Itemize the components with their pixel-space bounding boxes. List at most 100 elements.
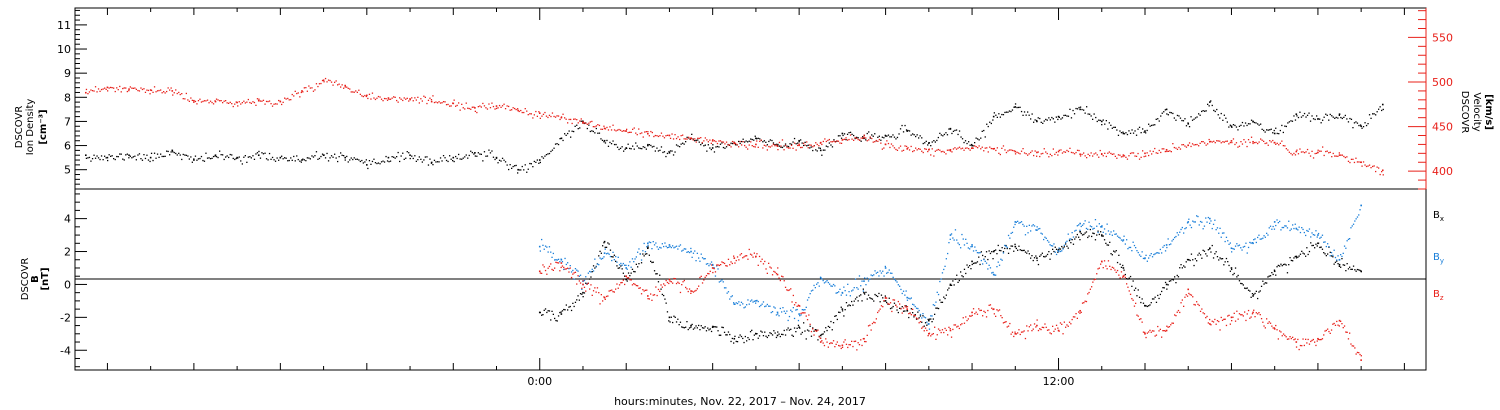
data-point	[1231, 251, 1233, 253]
data-point	[1281, 140, 1283, 142]
data-point	[1014, 150, 1017, 153]
data-point	[563, 266, 565, 269]
data-point	[779, 335, 781, 338]
data-point	[764, 305, 766, 308]
data-point	[680, 143, 682, 145]
data-point	[368, 160, 371, 162]
data-point	[795, 302, 797, 304]
data-point	[238, 156, 240, 158]
data-point	[1226, 121, 1228, 123]
data-point	[998, 264, 1001, 266]
data-point	[1009, 322, 1011, 325]
data-point	[624, 130, 626, 132]
data-point	[1052, 245, 1054, 247]
data-point	[657, 248, 660, 250]
data-point	[710, 148, 712, 151]
data-point	[1360, 270, 1362, 273]
data-point	[1054, 153, 1056, 155]
data-point	[97, 88, 100, 90]
data-point	[199, 157, 201, 160]
data-point	[796, 327, 798, 329]
data-point	[1019, 106, 1021, 108]
data-point	[432, 164, 434, 166]
data-point	[1184, 296, 1186, 298]
data-point	[713, 267, 715, 269]
data-point	[1378, 108, 1380, 110]
data-point	[1157, 118, 1159, 120]
data-point	[1043, 255, 1045, 258]
data-point	[618, 267, 621, 269]
data-point	[547, 251, 549, 253]
data-point	[851, 290, 853, 292]
data-point	[455, 105, 457, 107]
data-point	[936, 291, 938, 293]
data-point	[1330, 255, 1333, 257]
data-point	[905, 306, 907, 308]
data-point	[1014, 103, 1017, 105]
data-point	[1263, 325, 1265, 327]
data-point	[980, 309, 982, 311]
data-point	[1275, 324, 1277, 327]
data-point	[379, 96, 381, 98]
data-point	[208, 157, 210, 159]
data-point	[1293, 339, 1295, 341]
data-point	[668, 244, 671, 246]
data-point	[848, 132, 850, 134]
data-point	[1223, 264, 1225, 266]
time-tick-label: 0:00	[527, 375, 552, 388]
data-point	[1319, 150, 1321, 152]
data-point	[889, 272, 892, 274]
data-point	[559, 261, 561, 263]
data-point	[987, 268, 989, 270]
data-point	[223, 158, 225, 161]
data-point	[562, 139, 564, 142]
data-point	[1098, 156, 1100, 158]
data-point	[875, 272, 877, 274]
data-point	[244, 155, 246, 157]
data-point	[494, 158, 496, 161]
data-point	[205, 100, 207, 102]
data-point	[488, 103, 490, 105]
data-point	[1305, 234, 1307, 237]
data-point	[1233, 272, 1235, 275]
data-point	[921, 327, 923, 329]
data-point	[733, 142, 735, 145]
data-point	[1176, 232, 1178, 234]
data-point	[764, 260, 766, 263]
data-point	[642, 136, 644, 138]
data-point	[989, 121, 991, 123]
data-point	[359, 160, 361, 163]
data-point	[934, 304, 936, 307]
data-point	[635, 132, 637, 134]
data-point	[520, 109, 522, 112]
data-point	[1001, 317, 1003, 319]
data-point	[140, 87, 142, 89]
data-point	[1144, 130, 1146, 132]
data-point	[889, 136, 891, 138]
data-point	[536, 115, 538, 117]
data-point	[1089, 288, 1091, 290]
data-point	[252, 101, 254, 103]
data-point	[1111, 127, 1113, 129]
data-point	[1310, 236, 1312, 238]
data-point	[798, 313, 800, 315]
data-point	[1273, 327, 1276, 329]
data-point	[733, 141, 736, 144]
data-point	[585, 122, 587, 124]
data-point	[815, 142, 817, 144]
data-point	[321, 153, 324, 155]
data-point	[1205, 217, 1207, 219]
data-point	[715, 146, 717, 148]
data-point	[1328, 152, 1330, 154]
data-point	[1205, 144, 1207, 146]
data-point	[301, 159, 303, 161]
data-point	[1229, 141, 1231, 144]
data-point	[544, 308, 547, 310]
data-point	[166, 90, 168, 93]
data-point	[314, 155, 316, 157]
data-point	[1260, 123, 1262, 125]
data-point	[841, 346, 844, 348]
data-point	[438, 161, 440, 163]
data-point	[1213, 109, 1215, 112]
data-point	[857, 138, 859, 141]
